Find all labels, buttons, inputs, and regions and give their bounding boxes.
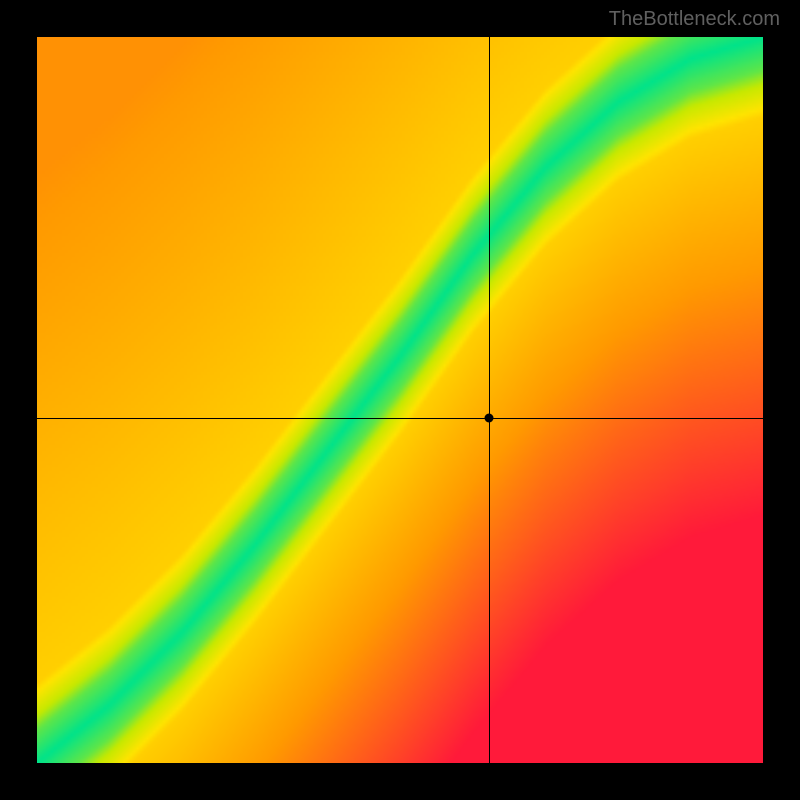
heatmap-plot: [37, 37, 763, 763]
heatmap-canvas: [37, 37, 763, 763]
crosshair-vertical: [489, 37, 490, 763]
crosshair-horizontal: [37, 418, 763, 419]
watermark-text: TheBottleneck.com: [609, 8, 780, 31]
crosshair-marker: [484, 414, 493, 423]
